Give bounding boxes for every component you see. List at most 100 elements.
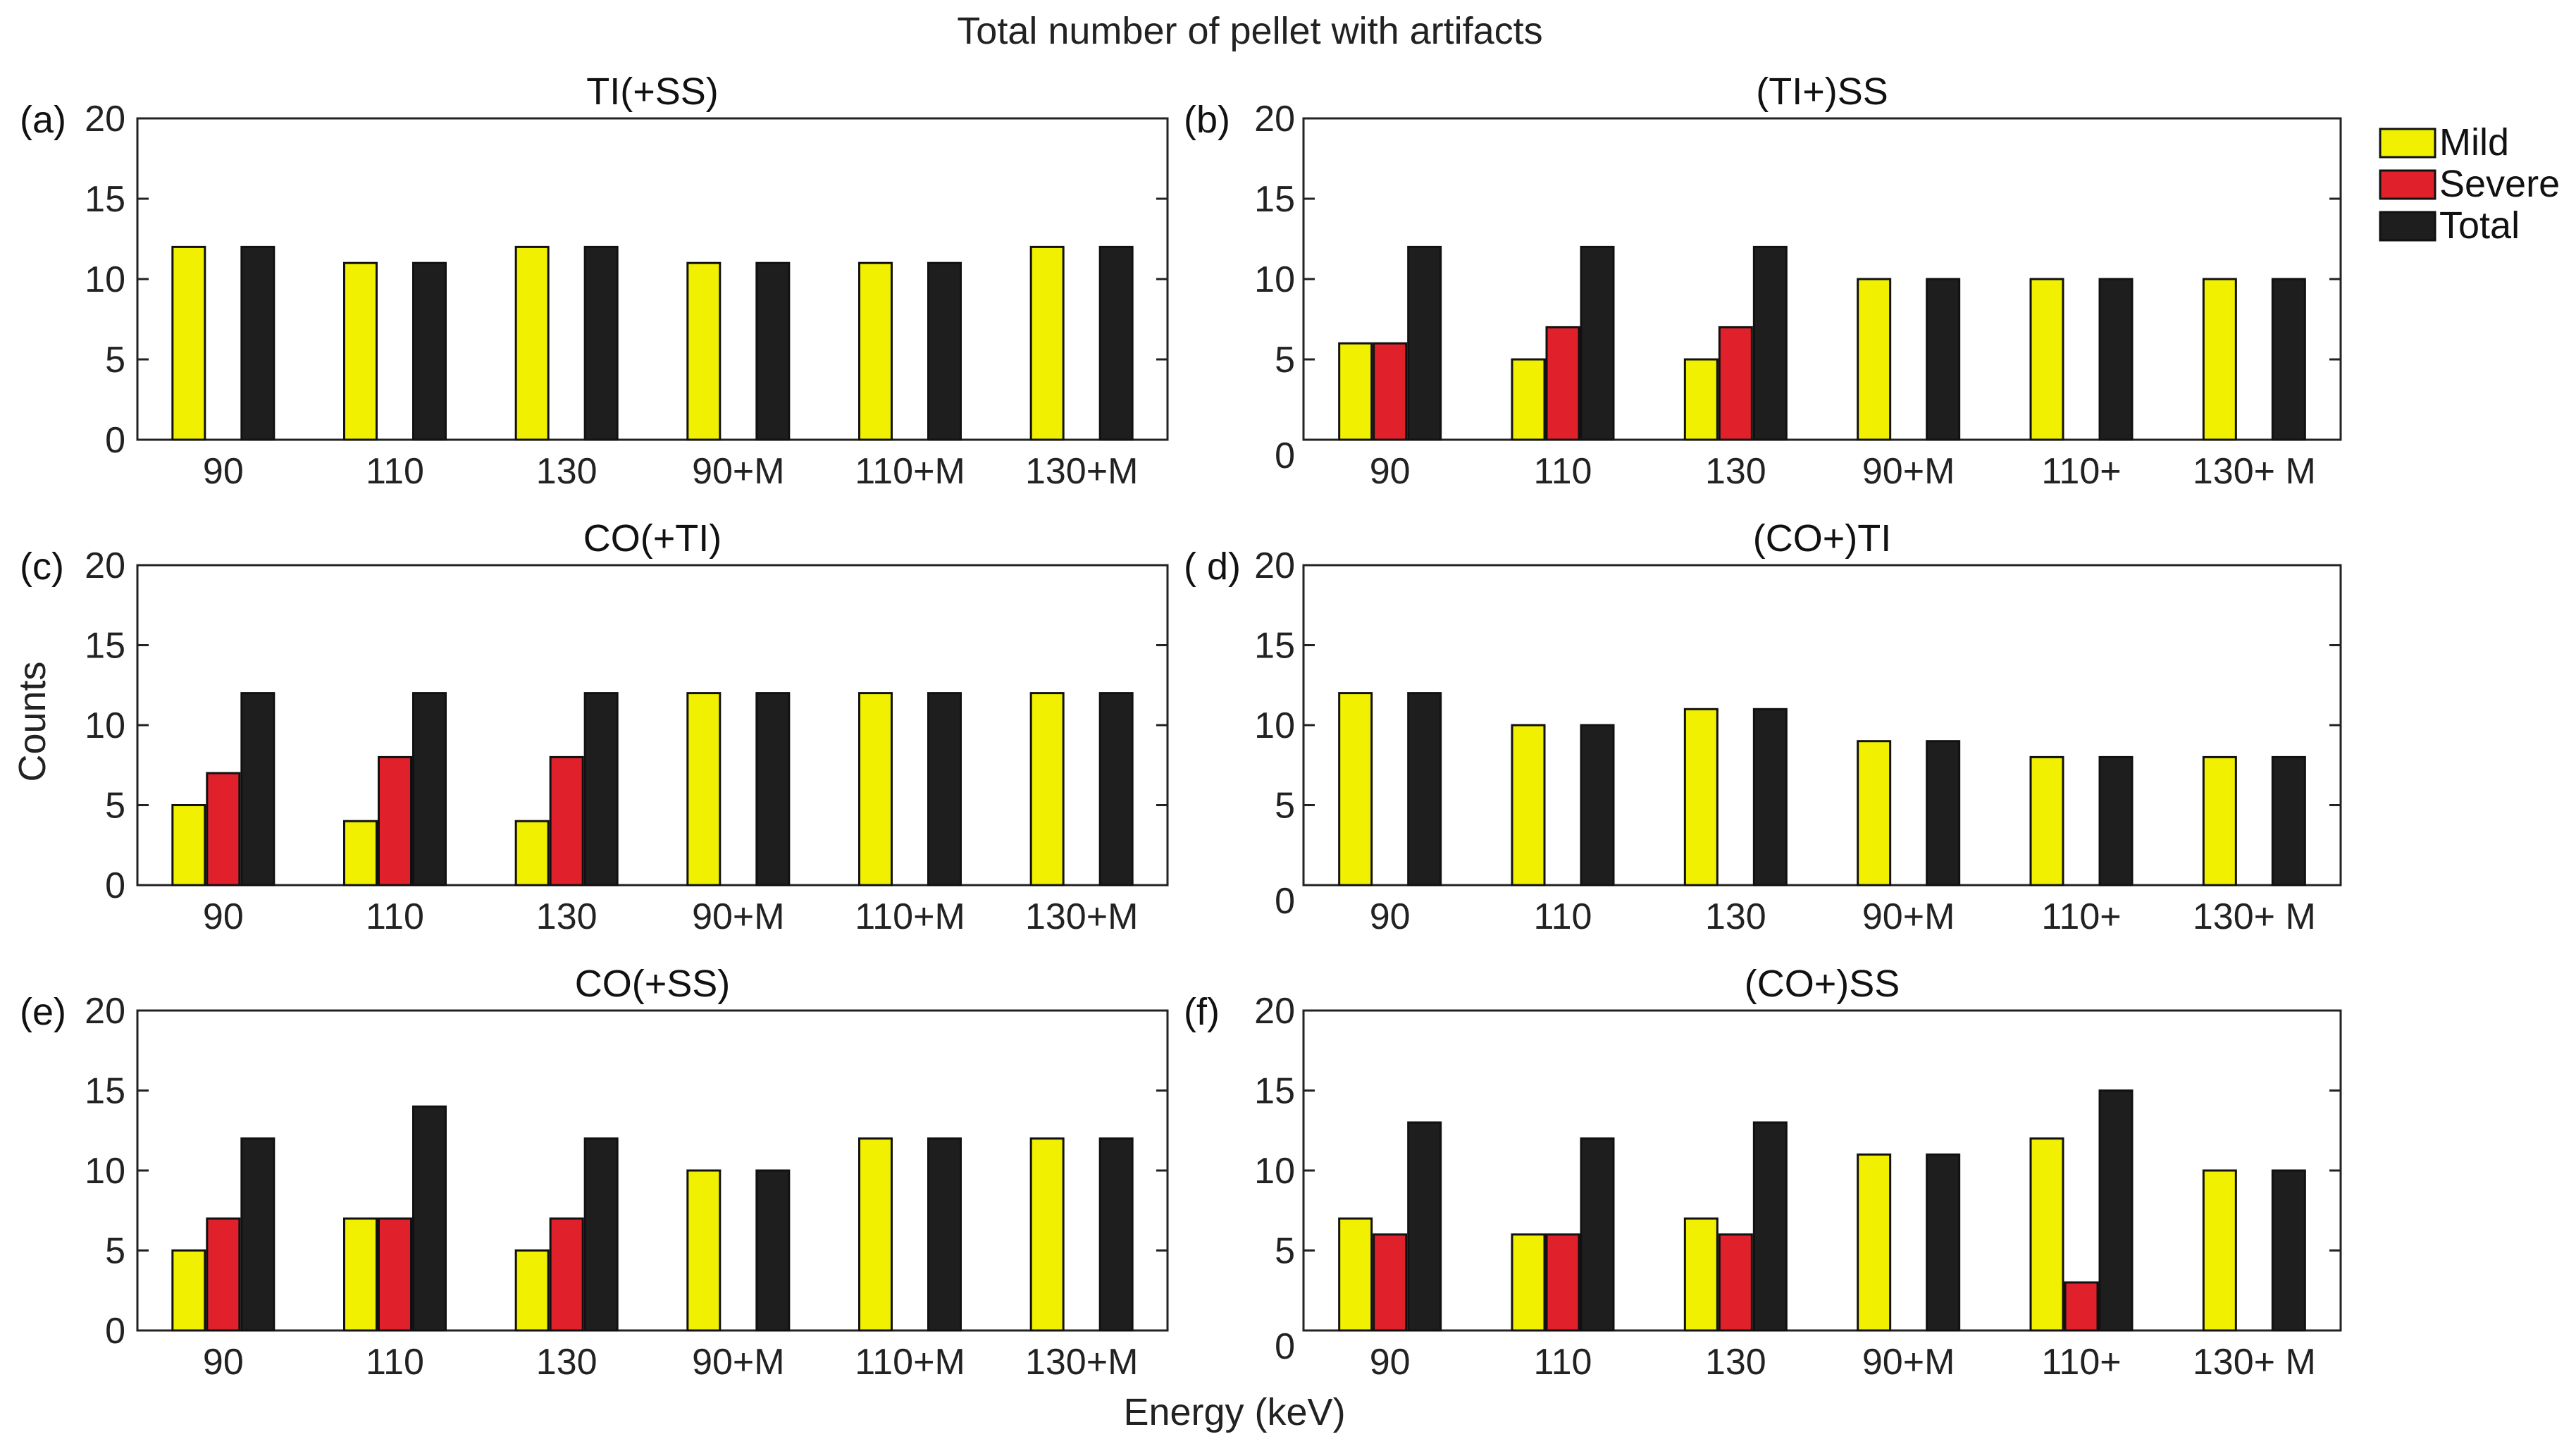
bar-mild-110-m [858,261,893,441]
y-tick-label: 5 [105,340,125,381]
bar-total-110 [2098,1089,2134,1332]
y-tick-label: 15 [85,626,125,667]
axes-box [136,117,1169,441]
bar-total-90-m [755,261,791,441]
y-tick-label: 10 [85,1151,125,1192]
bar-total-90 [1407,245,1442,441]
y-tick-label: 20 [85,99,125,140]
y-tick-label: 0 [1275,881,1295,922]
bar-mild-130 [514,245,550,441]
bar-total-90-m [1926,740,1961,887]
y-tick-label: 10 [85,705,125,746]
panel-label: (a) [20,99,66,141]
bar-severe-110 [1545,326,1580,441]
bar-mild-90 [171,804,206,887]
bar-total-130 [1752,1121,1788,1332]
panel-label: (f) [1184,991,1220,1033]
x-tick-label: 110+M [855,451,965,492]
bar-total-90 [1407,1121,1442,1332]
x-tick-label: 90+M [692,896,785,937]
y-tick-label: 10 [1254,705,1295,746]
x-tick-label: 110+M [855,896,965,937]
y-tick-label: 0 [1275,1326,1295,1367]
bar-mild-90-m [1857,740,1892,887]
y-tick-label: 0 [1275,436,1295,476]
bar-total-90-m [755,1169,791,1332]
y-tick-label: 0 [105,865,125,906]
bar-severe-110 [2064,1281,2099,1332]
panel-f: 0 5 10 15 20 90 110 130 90+M 110+ 130+ M (CO+)SS (f) [1184,963,2342,1383]
bar-mild-110-m [858,692,893,887]
panel-label: (b) [1184,99,1230,141]
bar-severe-110 [378,755,412,887]
panel-d: 0 5 10 15 20 90 110 130 90+M 110+ 130+ M (CO+)TI ( d… [1184,517,2342,937]
bar-mild-110 [343,820,378,887]
y-tick-label: 10 [1254,1151,1295,1192]
bar-mild-90-m [686,261,722,441]
bar-mild-110 [2029,755,2064,887]
y-tick-label: 10 [85,259,125,300]
bar-total-130-m [2271,755,2306,887]
axes-box [136,564,1169,887]
y-tick-label: 15 [85,179,125,220]
bar-severe-90 [206,1217,241,1332]
y-tick-label: 15 [1254,626,1295,667]
x-tick-label: 110 [366,896,424,937]
x-tick-label: 130 [1705,451,1766,492]
y-tick-label: 20 [85,991,125,1032]
bar-total-90 [240,692,275,887]
y-tick-label: 20 [85,545,125,586]
x-tick-label: 90 [1370,1342,1411,1383]
x-tick-label: 130+ M [2193,1342,2316,1383]
bar-mild-110-m [858,1137,893,1332]
x-tick-label: 130+ M [2193,896,2316,937]
panel-label: ( d) [1184,545,1241,588]
axes-box [1302,1009,2342,1332]
y-tick-label: 15 [1254,1071,1295,1112]
x-tick-label: 130+M [1025,1342,1138,1383]
bar-mild-130-m [1029,1137,1065,1332]
bar-mild-110 [2029,1137,2064,1332]
bar-mild-130 [514,820,550,887]
panel-title: CO(+TI) [583,517,722,560]
bar-total-90-m [755,692,791,887]
bar-severe-130 [1718,1233,1753,1332]
bar-mild-110 [343,261,378,441]
bar-total-110 [2098,278,2134,441]
bar-total-130-m [1098,1137,1134,1332]
legend-label-mild: Mild [2439,121,2509,163]
bar-mild-90 [1338,1217,1373,1332]
y-tick-label: 20 [1254,545,1295,586]
bar-severe-130 [549,1217,584,1332]
bar-mild-90-m [1857,1153,1892,1332]
y-tick-label: 20 [1254,99,1295,140]
panel-title: (CO+)SS [1745,963,1900,1005]
bar-total-110-m [927,1137,962,1332]
bar-severe-110 [1545,1233,1580,1332]
x-tick-label: 130 [1705,1342,1766,1383]
bar-mild-110 [1511,724,1546,887]
bar-mild-90-m [1857,278,1892,441]
bar-total-110 [1580,245,1615,441]
x-tick-label: 130 [1705,896,1766,937]
bar-total-90 [240,1137,275,1332]
bar-severe-90 [206,772,241,887]
bar-total-90 [240,245,275,441]
panel-e: 0 5 10 15 20 90 110 130 90+M 110+M 130+M CO(+SS) (e) [20,963,1169,1383]
bar-total-110-m [927,692,962,887]
bar-total-130 [1752,708,1788,887]
figure-title: Total number of pellet with artifacts [957,10,1542,52]
x-tick-label: 130 [536,1342,597,1383]
bar-total-110 [1580,724,1615,887]
panel-title: (TI+)SS [1756,70,1888,113]
y-tick-label: 20 [1254,991,1295,1032]
bar-mild-130-m [2202,755,2237,887]
axes-box [1302,564,2342,887]
y-tick-label: 15 [85,1071,125,1112]
bar-mild-130 [1683,1217,1719,1332]
bar-mild-90-m [686,692,722,887]
y-tick-label: 5 [1275,786,1295,827]
panel-label: (e) [20,991,66,1033]
